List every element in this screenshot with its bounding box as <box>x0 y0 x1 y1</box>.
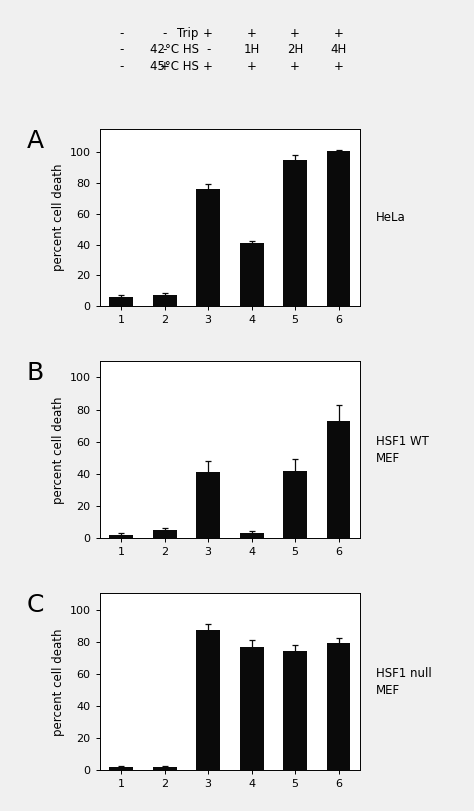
Bar <box>196 630 220 770</box>
Bar <box>283 160 307 306</box>
Text: +: + <box>334 60 344 73</box>
Text: 1H: 1H <box>244 43 260 56</box>
Text: -: - <box>119 27 123 40</box>
Y-axis label: percent cell death: percent cell death <box>52 164 65 272</box>
Text: HSF1 WT
MEF: HSF1 WT MEF <box>376 435 429 465</box>
Bar <box>327 643 350 770</box>
Text: +: + <box>203 60 213 73</box>
Text: +: + <box>246 60 256 73</box>
Bar <box>109 297 133 306</box>
Y-axis label: percent cell death: percent cell death <box>52 396 65 504</box>
Text: -: - <box>119 60 123 73</box>
Bar <box>153 530 177 539</box>
Bar <box>196 472 220 539</box>
Text: -: - <box>119 43 123 56</box>
Text: B: B <box>27 361 44 385</box>
Text: Trip: Trip <box>177 27 199 40</box>
Text: C: C <box>27 594 44 617</box>
Bar <box>283 470 307 539</box>
Text: 45°C HS: 45°C HS <box>150 60 199 73</box>
Text: +: + <box>290 60 300 73</box>
Text: +: + <box>160 60 170 73</box>
Bar <box>327 421 350 539</box>
Bar <box>240 646 264 770</box>
Text: 4H: 4H <box>330 43 346 56</box>
Bar <box>327 151 350 306</box>
Text: A: A <box>27 129 44 153</box>
Bar <box>109 767 133 770</box>
Y-axis label: percent cell death: percent cell death <box>52 629 65 736</box>
Text: 2H: 2H <box>287 43 303 56</box>
Bar <box>153 295 177 306</box>
Text: -: - <box>163 27 167 40</box>
Text: +: + <box>334 27 344 40</box>
Text: HSF1 null
MEF: HSF1 null MEF <box>376 667 432 697</box>
Text: HeLa: HeLa <box>376 211 406 224</box>
Bar <box>240 534 264 539</box>
Bar <box>109 535 133 539</box>
Text: -: - <box>163 43 167 56</box>
Text: +: + <box>246 27 256 40</box>
Text: -: - <box>206 43 210 56</box>
Bar <box>283 651 307 770</box>
Text: +: + <box>203 27 213 40</box>
Text: +: + <box>290 27 300 40</box>
Text: 42°C HS: 42°C HS <box>150 43 199 56</box>
Bar <box>196 189 220 306</box>
Bar <box>153 767 177 770</box>
Bar <box>240 243 264 306</box>
